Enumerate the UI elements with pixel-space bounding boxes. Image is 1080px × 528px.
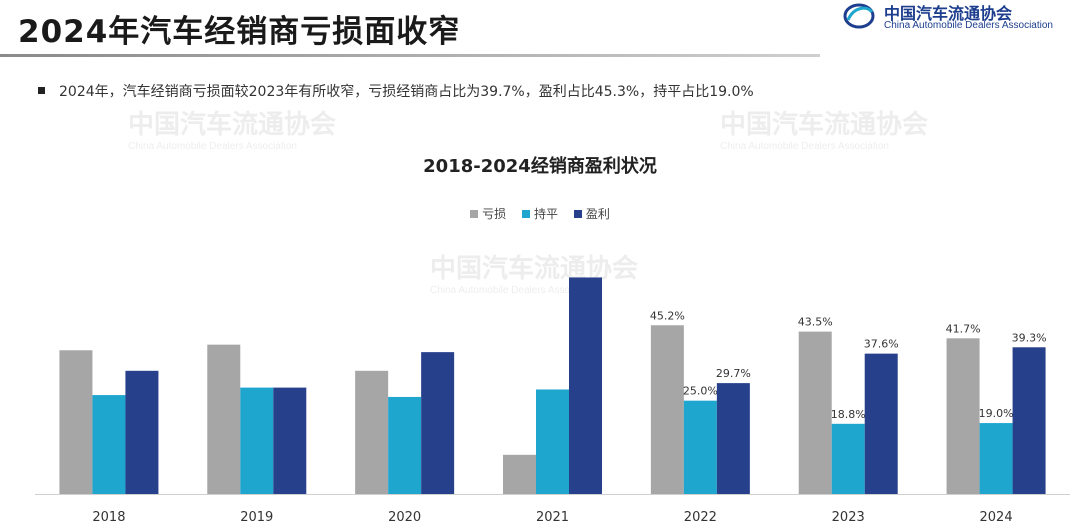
bar-profit-2021 — [569, 277, 602, 494]
bar-flat-2018 — [92, 395, 126, 494]
title-divider — [0, 54, 820, 57]
cada-logo: 中国汽车流通协会 China Automobile Dealers Associ… — [836, 0, 1066, 40]
bar-flat-2019 — [240, 387, 274, 494]
chart-title: 2018-2024经销商盈利状况 — [423, 156, 657, 177]
bar-loss-2024 — [946, 338, 980, 494]
summary-text: 2024年，汽车经销商亏损面较2023年有所收窄，亏损经销商占比为39.7%，盈… — [59, 84, 754, 100]
x-tick-label-2024: 2024 — [980, 510, 1013, 525]
data-label-loss-2024: 41.7% — [946, 322, 981, 335]
x-tick-label-2018: 2018 — [92, 510, 125, 525]
bar-flat-2022 — [683, 400, 717, 494]
data-label-loss-2022: 45.2% — [650, 309, 685, 322]
bar-profit-2024 — [1012, 347, 1046, 494]
legend-item-profit: 盈利 — [573, 205, 610, 222]
legend-swatch-flat — [521, 209, 530, 218]
bar-flat-2023 — [831, 423, 865, 494]
bar-loss-2018 — [59, 350, 93, 494]
data-label-flat-2024: 19.0% — [979, 407, 1014, 420]
summary-bullet: 2024年，汽车经销商亏损面较2023年有所收窄，亏损经销商占比为39.7%，盈… — [38, 81, 754, 101]
bar-loss-2023 — [798, 331, 832, 494]
data-label-loss-2023: 43.5% — [798, 316, 833, 329]
bar-profit-2023 — [864, 353, 898, 494]
bar-profit-2019 — [273, 387, 307, 494]
bar-loss-2020 — [355, 370, 389, 494]
bar-flat-2024 — [979, 423, 1013, 494]
data-label-profit-2024: 39.3% — [1012, 331, 1047, 344]
bar-profit-2020 — [421, 352, 455, 494]
legend-item-loss: 亏损 — [470, 205, 506, 222]
x-tick-label-2020: 2020 — [388, 510, 421, 525]
bar-profit-2022 — [716, 383, 750, 494]
legend-label-loss: 亏损 — [482, 207, 507, 221]
x-tick-label-2023: 2023 — [832, 510, 865, 525]
bar-flat-2020 — [388, 396, 422, 494]
legend-label-profit: 盈利 — [585, 207, 610, 221]
data-label-flat-2023: 18.8% — [831, 408, 866, 421]
data-label-profit-2022: 29.7% — [716, 367, 751, 380]
bullet-square-icon — [38, 86, 45, 94]
x-tick-label-2019: 2019 — [240, 510, 273, 525]
legend-swatch-loss — [470, 209, 479, 218]
chart-legend: 亏损 持平 盈利 — [0, 205, 1080, 222]
bar-loss-2019 — [207, 344, 241, 494]
legend-swatch-profit — [573, 209, 582, 218]
bar-loss-2021 — [503, 454, 536, 494]
x-tick-label-2022: 2022 — [684, 510, 717, 525]
bar-profit-2018 — [125, 370, 159, 494]
page-title: 2024年汽车经销商亏损面收窄 — [18, 14, 461, 50]
bar-flat-2021 — [536, 389, 569, 494]
logo-en-name: China Automobile Dealers Association — [884, 20, 1053, 31]
legend-item-flat: 持平 — [521, 205, 558, 222]
logo-cn-name: 中国汽车流通协会 — [884, 4, 1013, 23]
cada-logo-icon — [843, 3, 875, 29]
data-label-profit-2023: 37.6% — [864, 338, 899, 351]
x-tick-label-2021: 2021 — [536, 510, 569, 525]
bar-loss-2022 — [650, 325, 684, 494]
legend-label-flat: 持平 — [533, 207, 558, 221]
data-label-flat-2022: 25.0% — [683, 385, 718, 398]
